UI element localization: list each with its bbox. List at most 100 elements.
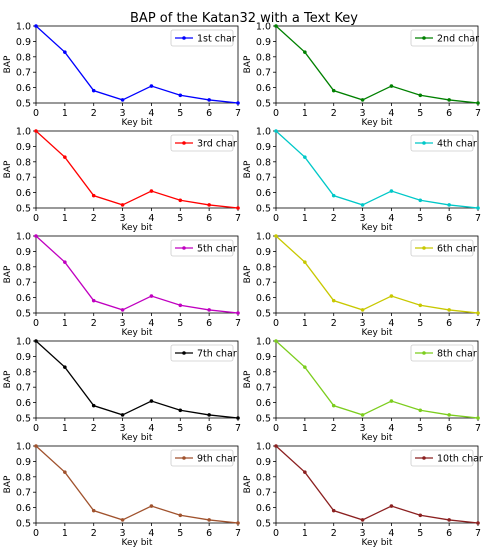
y-tick-label: 1.0 — [16, 442, 31, 453]
subplot-8: 0.5 0.6 0.7 0.8 0.9 1.0 0 1 2 3 4 5 6 7 Key bit BAP 8th … — [243, 337, 481, 444]
data-point — [274, 444, 278, 448]
legend-marker — [182, 36, 186, 40]
legend-box — [170, 29, 234, 47]
legend-marker — [182, 246, 186, 250]
y-tick-label: 1.0 — [256, 337, 271, 348]
x-tick-label: 4 — [148, 108, 154, 119]
x-axis-label: Key bit — [122, 328, 153, 338]
data-point — [360, 308, 365, 312]
legend-box — [410, 344, 474, 362]
series-line — [275, 340, 479, 419]
plot-frame — [275, 445, 479, 524]
data-point — [476, 311, 480, 315]
data-point — [389, 189, 394, 193]
x-tick-label: 1 — [62, 213, 68, 224]
data-point — [178, 303, 183, 308]
x-axis-label: Key bit — [362, 328, 393, 338]
x-tick-label: 0 — [273, 423, 279, 434]
legend-box — [410, 134, 474, 152]
plot-frame — [35, 235, 239, 314]
legend-label: 7th char — [197, 349, 237, 360]
x-axis-label: Key bit — [362, 118, 393, 128]
legend-label: 5th char — [197, 244, 237, 255]
x-tick-label: 6 — [446, 108, 452, 119]
x-tick-label: 3 — [360, 213, 366, 224]
legend-marker — [182, 456, 186, 460]
x-tick-label: 2 — [91, 213, 97, 224]
y-axis-label: BAP — [3, 55, 13, 73]
y-tick-label: 0.7 — [16, 173, 31, 184]
figure-title: BAP of the Katan32 with a Text Key — [130, 11, 358, 26]
x-tick-label: 5 — [177, 213, 183, 224]
legend-marker — [422, 141, 426, 145]
x-tick-label: 3 — [360, 423, 366, 434]
legend-marker — [422, 36, 426, 40]
legend: 8th char — [410, 344, 477, 362]
legend-box — [170, 449, 234, 467]
legend-box — [170, 239, 234, 257]
y-tick-label: 0.9 — [16, 352, 31, 363]
x-tick-label: 1 — [302, 213, 308, 224]
y-tick-label: 0.7 — [256, 383, 271, 394]
x-tick-label: 5 — [417, 318, 423, 329]
y-tick-label: 0.8 — [256, 262, 271, 273]
data-point — [178, 93, 183, 98]
plot-frame — [35, 25, 239, 104]
legend-box — [410, 239, 474, 257]
data-point — [274, 339, 278, 343]
data-point — [149, 294, 154, 298]
data-point — [207, 413, 211, 417]
data-point — [34, 234, 38, 238]
data-point — [236, 206, 240, 210]
legend-marker — [182, 351, 186, 355]
y-tick-label: 0.9 — [256, 37, 271, 48]
data-point — [207, 203, 211, 207]
legend-box — [170, 344, 234, 362]
y-tick-label: 1.0 — [16, 22, 31, 33]
data-point — [360, 518, 365, 522]
x-tick-label: 4 — [148, 528, 154, 539]
y-tick-label: 0.5 — [256, 414, 271, 425]
y-tick-label: 1.0 — [256, 232, 271, 243]
data-point — [34, 129, 38, 133]
data-point — [120, 98, 125, 102]
data-point — [447, 518, 451, 522]
x-axis-label: Key bit — [122, 118, 153, 128]
y-axis-label: BAP — [3, 265, 13, 283]
x-tick-label: 0 — [273, 108, 279, 119]
y-tick-label: 0.5 — [256, 519, 271, 530]
data-point — [63, 365, 67, 369]
y-axis-label: BAP — [243, 370, 253, 388]
y-tick-label: 0.5 — [16, 309, 31, 320]
data-point — [360, 98, 365, 102]
x-tick-label: 1 — [302, 423, 308, 434]
legend: 7th char — [170, 344, 237, 362]
subplot-4: 0.5 0.6 0.7 0.8 0.9 1.0 0 1 2 3 4 5 6 7 Key bit BAP 4th … — [243, 127, 481, 234]
data-point — [303, 365, 307, 369]
data-point — [120, 203, 125, 207]
y-tick-label: 0.5 — [256, 99, 271, 110]
plot-frame — [35, 445, 239, 524]
x-tick-label: 2 — [331, 423, 337, 434]
legend: 3rd char — [170, 134, 237, 152]
y-tick-label: 0.8 — [16, 262, 31, 273]
data-point — [63, 50, 67, 54]
x-tick-label: 4 — [148, 423, 154, 434]
data-point — [389, 504, 394, 508]
series-line — [35, 235, 239, 314]
y-tick-label: 0.5 — [16, 414, 31, 425]
subplot-2: 0.5 0.6 0.7 0.8 0.9 1.0 0 1 2 3 4 5 6 7 Key bit BAP 2nd … — [243, 22, 481, 129]
x-tick-label: 7 — [475, 528, 481, 539]
legend: 4th char — [410, 134, 477, 152]
data-point — [34, 24, 38, 28]
legend-box — [410, 29, 474, 47]
series-line — [275, 235, 479, 314]
data-point — [447, 413, 451, 417]
x-tick-label: 4 — [148, 318, 154, 329]
y-axis-label: BAP — [3, 160, 13, 178]
x-tick-label: 4 — [388, 528, 394, 539]
y-tick-label: 1.0 — [16, 337, 31, 348]
plot-frame — [275, 235, 479, 314]
x-tick-label: 7 — [475, 423, 481, 434]
legend: 2nd char — [410, 29, 479, 47]
